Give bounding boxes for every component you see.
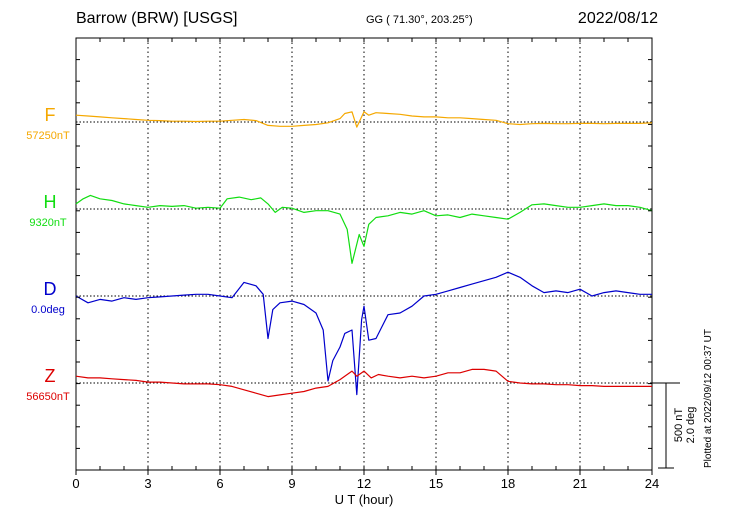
- series-h-name: H: [44, 192, 57, 212]
- plot-timestamp: Plotted at 2022/09/12 00:37 UT: [703, 455, 705, 468]
- x-tick-label: 21: [573, 476, 587, 491]
- x-tick-label: 3: [144, 476, 151, 491]
- x-tick-label: 6: [216, 476, 223, 491]
- x-tick-label: 24: [645, 476, 659, 491]
- series-d-baseline-label: 0.0deg: [31, 304, 65, 316]
- scale-bar-label-deg: 2.0 deg: [685, 407, 697, 444]
- x-tick-label: 18: [501, 476, 515, 491]
- x-axis-label: U T (hour): [335, 492, 394, 507]
- x-tick-label: 12: [357, 476, 371, 491]
- series-z-name: Z: [45, 366, 56, 386]
- x-tick-label: 0: [72, 476, 79, 491]
- series-f-name: F: [45, 105, 56, 125]
- x-tick-label: 9: [288, 476, 295, 491]
- series-d-name: D: [44, 279, 57, 299]
- scale-bar-label-nt: 500 nT: [673, 408, 685, 443]
- series-z-baseline-label: 56650nT: [26, 391, 70, 403]
- series-f-baseline-label: 57250nT: [26, 130, 70, 142]
- x-tick-label: 15: [429, 476, 443, 491]
- series-h-baseline-label: 9320nT: [29, 217, 67, 229]
